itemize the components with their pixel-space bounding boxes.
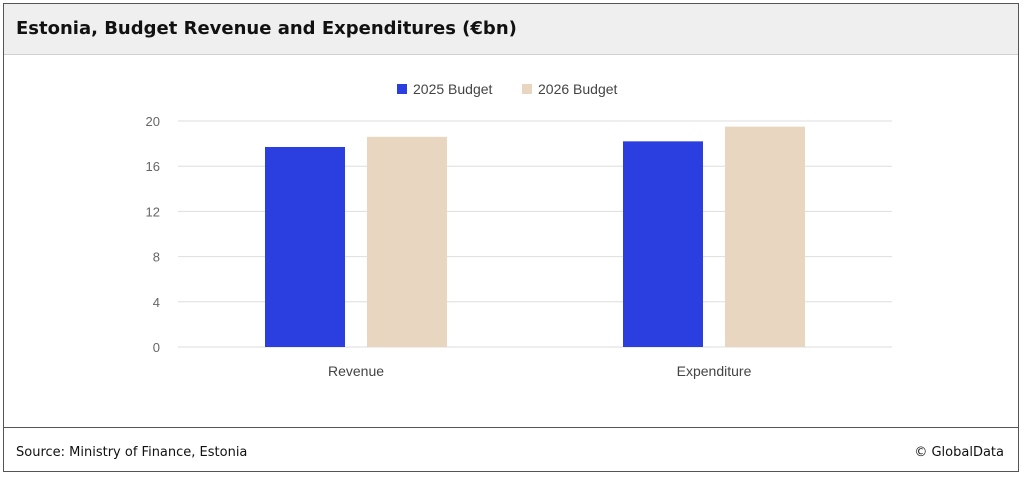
legend-label: 2025 Budget	[413, 81, 493, 97]
footer: Source: Ministry of Finance, Estonia © G…	[4, 427, 1018, 471]
y-tick-label: 12	[146, 204, 160, 219]
y-tick-label: 20	[146, 114, 160, 129]
y-tick-label: 16	[146, 159, 160, 174]
x-axis-categories: Revenue Expenditure	[328, 363, 752, 379]
legend: 2025 Budget 2026 Budget	[397, 81, 618, 97]
bar-expenditure-2026-budget	[725, 126, 805, 348]
legend-swatch	[397, 84, 407, 94]
chart-title: Estonia, Budget Revenue and Expenditures…	[16, 18, 517, 39]
title-bar: Estonia, Budget Revenue and Expenditures…	[4, 4, 1018, 55]
bar-chart: 2025 Budget 2026 Budget 0 4 8 12 16 20 Revenue…	[146, 81, 892, 379]
bar-revenue-2026-budget	[367, 136, 447, 347]
y-tick-label: 8	[153, 250, 160, 265]
y-tick-label: 4	[153, 295, 160, 310]
legend-label: 2026 Budget	[538, 81, 618, 97]
bar-expenditure-2025-budget	[623, 141, 703, 347]
x-category-label: Revenue	[328, 363, 384, 379]
bars	[265, 126, 805, 348]
chart-frame: Estonia, Budget Revenue and Expenditures…	[3, 3, 1019, 472]
source-note: Source: Ministry of Finance, Estonia	[16, 445, 248, 460]
x-category-label: Expenditure	[677, 363, 752, 379]
y-tick-label: 0	[153, 340, 160, 355]
bar-revenue-2025-budget	[265, 146, 345, 347]
chart-area: 2025 Budget 2026 Budget 0 4 8 12 16 20 Revenue…	[4, 55, 1018, 427]
copyright-note: © GlobalData	[914, 445, 1004, 460]
y-axis-ticks: 0 4 8 12 16 20	[146, 114, 160, 355]
legend-swatch	[522, 84, 532, 94]
